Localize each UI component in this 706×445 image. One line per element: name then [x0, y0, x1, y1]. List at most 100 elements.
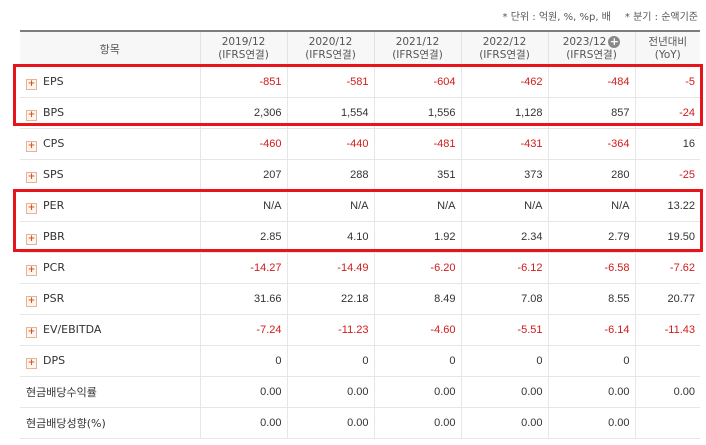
row-label: PCR	[43, 260, 65, 274]
row-label: PER	[43, 198, 65, 212]
value-cell: N/A	[460, 190, 548, 222]
value-cell: -6.14	[547, 314, 635, 346]
value-cell: -431	[460, 128, 548, 160]
value-cell: N/A	[373, 190, 461, 222]
value-cell: -11.43	[634, 314, 700, 346]
expand-plus-icon[interactable]: +	[26, 171, 37, 183]
value-cell: 0.00	[199, 407, 287, 439]
row-label-cell: + CPS	[20, 128, 200, 160]
expand-plus-icon[interactable]: +	[26, 140, 37, 152]
value-cell: -11.23	[286, 314, 374, 346]
value-cell: -851	[199, 66, 287, 98]
value-cell: 16	[634, 128, 700, 160]
value-cell: 8.55	[547, 283, 635, 315]
table-row: + CPS -460 -440 -481 -431 -364 16	[20, 128, 700, 160]
value-cell: 1.92	[373, 221, 461, 253]
row-label: 현금배당성향(%)	[26, 417, 106, 430]
value-cell: -462	[460, 66, 548, 98]
value-cell: 0.00	[199, 376, 287, 408]
expand-plus-icon[interactable]: +	[26, 109, 37, 121]
expand-plus-icon[interactable]: +	[26, 78, 37, 90]
value-cell: -14.27	[199, 252, 287, 284]
expand-plus-icon[interactable]: +	[26, 264, 37, 276]
value-cell: 207	[199, 159, 287, 191]
value-cell: 373	[460, 159, 548, 191]
row-label: EPS	[43, 74, 64, 88]
value-cell: 0.00	[460, 407, 548, 439]
value-cell: 0.00	[286, 376, 374, 408]
value-cell: 22.18	[286, 283, 374, 315]
row-label: EV/EBITDA	[43, 322, 102, 336]
row-label-cell: 현금배당성향(%)	[20, 407, 200, 439]
value-cell: 0.00	[634, 376, 700, 408]
row-label-cell: + PCR	[20, 252, 200, 284]
unit-note: * 단위 : 억원, %, %p, 배	[502, 12, 611, 23]
row-label-cell: + BPS	[20, 97, 200, 129]
expand-plus-icon[interactable]: +	[26, 202, 37, 214]
financial-ratio-table: 항목 2019/12 (IFRS연결) 2020/12 (IFRS연결) 2021/…	[20, 30, 700, 439]
table-header-row: 항목 2019/12 (IFRS연결) 2020/12 (IFRS연결) 2021/…	[20, 30, 700, 67]
value-cell: 0	[373, 345, 461, 377]
table-row: + PSR 31.66 22.18 8.49 7.08 8.55 20.77	[20, 283, 700, 315]
expand-plus-icon[interactable]: +	[26, 295, 37, 307]
value-cell: 2,306	[199, 97, 287, 129]
value-cell: 4.10	[286, 221, 374, 253]
table-row: 현금배당수익률 0.00 0.00 0.00 0.00 0.00 0.00	[20, 376, 700, 408]
row-label-cell: + PSR	[20, 283, 200, 315]
table-row: + PCR -14.27 -14.49 -6.20 -6.12 -6.58 -7.62	[20, 252, 700, 284]
row-label: CPS	[43, 136, 65, 150]
value-cell: 2.34	[460, 221, 548, 253]
value-cell: -604	[373, 66, 461, 98]
value-cell: 7.08	[460, 283, 548, 315]
header-item: 항목	[20, 30, 200, 67]
value-cell: -6.12	[460, 252, 548, 284]
value-cell: 20.77	[634, 283, 700, 315]
value-cell: -440	[286, 128, 374, 160]
value-cell: 0.00	[460, 376, 548, 408]
value-cell: 0	[199, 345, 287, 377]
row-label: DPS	[43, 353, 66, 367]
expand-plus-icon[interactable]: +	[26, 233, 37, 245]
value-cell: 0	[286, 345, 374, 377]
add-column-icon[interactable]: +	[608, 35, 621, 48]
value-cell: 280	[547, 159, 635, 191]
row-label-cell: 현금배당수익률	[20, 376, 200, 408]
value-cell: 1,128	[460, 97, 548, 129]
row-label-cell: + SPS	[20, 159, 200, 191]
value-cell: 857	[547, 97, 635, 129]
table-row: + PER N/A N/A N/A N/A N/A 13.22	[20, 190, 700, 222]
value-cell: 1,554	[286, 97, 374, 129]
table-row: 현금배당성향(%) 0.00 0.00 0.00 0.00 0.00	[20, 407, 700, 439]
value-cell: 0.00	[286, 407, 374, 439]
value-cell: -484	[547, 66, 635, 98]
row-label: 현금배당수익률	[26, 386, 97, 399]
table-row: + DPS 0 0 0 0 0	[20, 345, 700, 377]
row-label: PSR	[43, 291, 65, 305]
expand-plus-icon[interactable]: +	[26, 326, 37, 338]
header-2019: 2019/12 (IFRS연결)	[199, 30, 287, 67]
value-cell: 0.00	[547, 376, 635, 408]
row-label: PBR	[43, 229, 65, 243]
value-cell: 19.50	[634, 221, 700, 253]
value-cell: N/A	[286, 190, 374, 222]
row-label: BPS	[43, 105, 65, 119]
value-cell: N/A	[547, 190, 635, 222]
value-cell: 8.49	[373, 283, 461, 315]
value-cell: 31.66	[199, 283, 287, 315]
value-cell	[634, 345, 700, 377]
row-label-cell: + DPS	[20, 345, 200, 377]
table-row: + BPS 2,306 1,554 1,556 1,128 857 -24	[20, 97, 700, 129]
value-cell: -14.49	[286, 252, 374, 284]
value-cell: 0.00	[373, 376, 461, 408]
header-2023: 2023/12 + (IFRS연결)	[547, 30, 635, 67]
value-cell: 0	[547, 345, 635, 377]
expand-plus-icon[interactable]: +	[26, 357, 37, 369]
row-label-cell: + EV/EBITDA	[20, 314, 200, 346]
value-cell: 13.22	[634, 190, 700, 222]
value-cell: -4.60	[373, 314, 461, 346]
header-2022: 2022/12 (IFRS연결)	[460, 30, 548, 67]
value-cell: -460	[199, 128, 287, 160]
value-cell: 0.00	[373, 407, 461, 439]
value-cell: 2.85	[199, 221, 287, 253]
table-row: + EPS -851 -581 -604 -462 -484 -5	[20, 66, 700, 98]
